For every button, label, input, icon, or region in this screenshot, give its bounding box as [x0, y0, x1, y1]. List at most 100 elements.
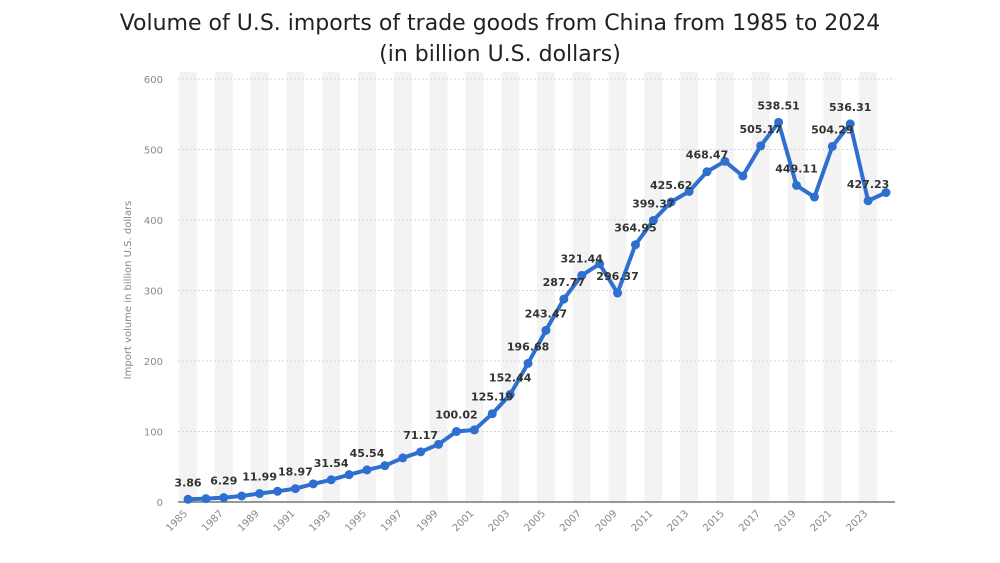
y-tick-label: 500: [144, 146, 163, 157]
data-point: [756, 141, 766, 151]
x-tick-label: 1989: [236, 508, 262, 534]
subtitle-line: (in billion U.S. dollars): [379, 42, 621, 67]
data-label: 243.47: [525, 307, 567, 320]
data-label: 31.54: [314, 457, 349, 470]
background-band: [358, 72, 376, 502]
x-tick-label: 2005: [522, 508, 548, 534]
background-band: [286, 72, 305, 502]
x-tick-label: 1995: [343, 508, 369, 534]
data-points: [183, 117, 891, 504]
data-label: 536.31: [829, 101, 871, 114]
data-point: [684, 186, 694, 196]
data-point: [237, 491, 247, 501]
data-label: 321.44: [561, 252, 604, 265]
data-point: [630, 240, 640, 250]
data-point: [451, 426, 461, 436]
data-point: [272, 486, 282, 496]
y-tick-label: 200: [144, 357, 163, 368]
background-band: [250, 72, 269, 502]
background-band: [214, 72, 233, 502]
data-label: 468.47: [686, 149, 728, 162]
background-bands: [179, 72, 878, 502]
data-point: [595, 259, 605, 269]
data-point: [362, 465, 372, 475]
y-tick-label: 400: [144, 216, 163, 227]
background-band: [537, 72, 555, 502]
data-point: [541, 325, 551, 335]
data-point: [863, 196, 873, 206]
data-point: [183, 494, 193, 504]
data-label: 296.37: [596, 270, 638, 283]
data-point: [774, 117, 784, 127]
data-point: [577, 270, 587, 280]
data-label: 425.62: [650, 179, 692, 192]
data-point: [416, 447, 426, 457]
data-point: [881, 188, 891, 198]
background-band: [393, 72, 412, 502]
data-point: [505, 390, 515, 400]
data-point: [845, 119, 855, 129]
data-point: [666, 197, 676, 207]
background-band: [644, 72, 663, 502]
x-tick-label: 2013: [665, 508, 691, 534]
x-tick-label: 2017: [737, 508, 763, 534]
data-point: [792, 180, 802, 190]
data-point: [326, 475, 336, 485]
data-label: 6.29: [210, 475, 237, 488]
data-point: [219, 493, 229, 503]
x-tick-label: 1987: [200, 508, 226, 534]
data-point: [380, 461, 390, 471]
data-label: 45.54: [350, 447, 385, 460]
chart-title: Volume of U.S. imports of trade goods fr…: [0, 8, 1000, 70]
gridlines: [178, 78, 895, 432]
background-band: [823, 72, 842, 502]
data-point: [344, 470, 354, 480]
x-tick-label: 1985: [164, 508, 190, 534]
y-tick-label: 600: [144, 75, 163, 86]
x-tick-label: 1997: [379, 508, 405, 534]
background-band: [572, 72, 591, 502]
data-label: 504.29: [811, 123, 853, 136]
background-band: [501, 72, 520, 502]
data-label: 196.68: [507, 340, 549, 353]
y-axis-ticks: 0 100 200 300 400 500 600: [144, 75, 163, 509]
data-label: 152.44: [489, 372, 532, 385]
data-label: 427.23: [847, 178, 889, 191]
x-tick-label: 1991: [272, 508, 298, 534]
background-band: [859, 72, 878, 502]
x-tick-label: 2019: [773, 508, 799, 534]
data-label: 18.97: [278, 466, 313, 479]
background-band: [715, 72, 734, 502]
data-point: [613, 288, 623, 298]
y-tick-label: 300: [144, 287, 163, 298]
background-band: [465, 72, 484, 502]
data-point: [308, 479, 318, 489]
data-point: [827, 141, 837, 151]
series-line: [186, 120, 888, 502]
series-line-group: [186, 120, 888, 502]
data-point: [559, 294, 569, 304]
background-band: [179, 72, 197, 502]
data-point: [648, 215, 658, 225]
data-point: [809, 192, 819, 202]
x-tick-label: 2007: [558, 508, 584, 534]
title-line: Volume of U.S. imports of trade goods fr…: [119, 11, 881, 36]
background-band: [751, 72, 770, 502]
data-label: 11.99: [242, 471, 277, 484]
data-point: [201, 494, 211, 504]
background-band: [680, 72, 699, 502]
x-tick-label: 2021: [809, 508, 835, 534]
x-tick-label: 2023: [844, 508, 870, 534]
x-tick-label: 2009: [594, 508, 620, 534]
data-label: 100.02: [435, 408, 477, 421]
x-tick-label: 2003: [486, 508, 512, 534]
data-point: [738, 171, 748, 181]
background-band: [608, 72, 627, 502]
x-tick-label: 1993: [308, 508, 334, 534]
data-point: [720, 156, 730, 166]
x-axis-ticks: 1985 1987 1989 1991 1993 1995 1997 1999 2001 2003…: [164, 508, 870, 534]
data-point: [469, 425, 479, 435]
data-label: 399.37: [632, 197, 674, 210]
background-band: [429, 72, 448, 502]
